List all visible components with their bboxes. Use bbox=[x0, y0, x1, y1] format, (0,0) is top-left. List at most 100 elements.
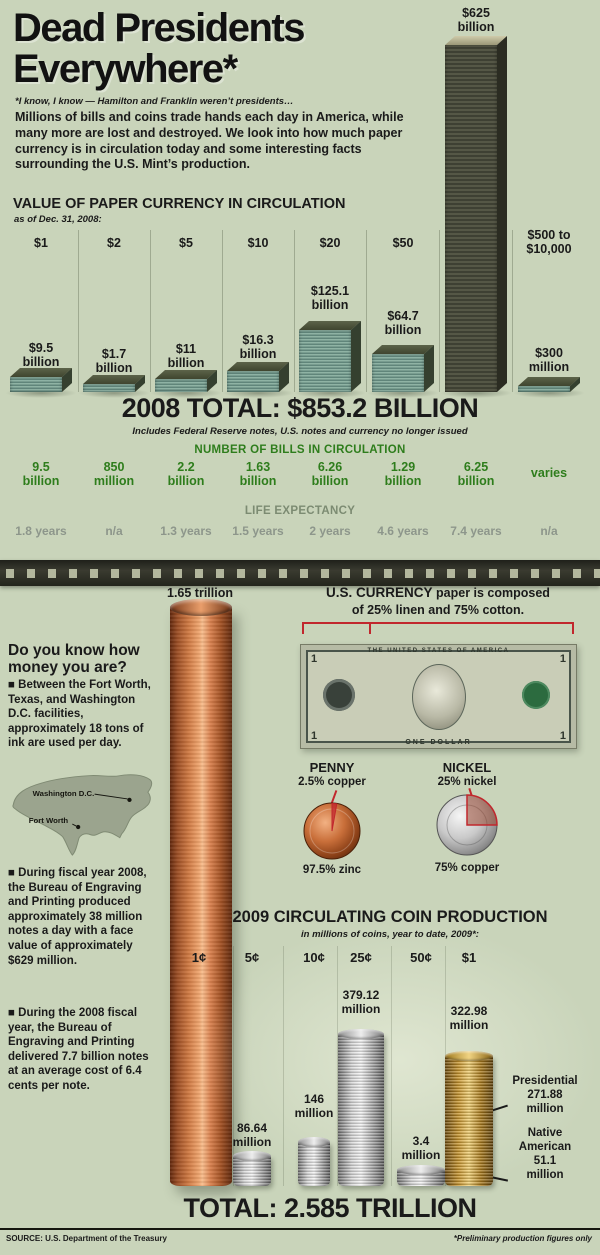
count: 3.4 bbox=[412, 1134, 430, 1148]
unit: billion bbox=[384, 474, 422, 489]
bracket-tick-right bbox=[572, 622, 574, 634]
amount: $1.7 bbox=[101, 347, 127, 361]
intro-paragraph: Millions of bills and coins trade hands … bbox=[15, 110, 404, 172]
bills-count-10: 1.63 billion bbox=[223, 460, 293, 489]
coin-value-25c: 379.12 million bbox=[325, 988, 397, 1016]
life-2: n/a bbox=[105, 524, 123, 538]
life-10: 1.5 years bbox=[232, 524, 284, 538]
unit: million bbox=[294, 1106, 334, 1121]
bills-in-circulation-header: NUMBER OF BILLS IN CIRCULATION bbox=[194, 444, 406, 456]
line: million bbox=[526, 1103, 564, 1116]
title-footnote: *I know, I know — Hamilton and Franklin … bbox=[15, 96, 294, 107]
unit: billion bbox=[95, 361, 133, 376]
penny-total-label: 1.65 trillion bbox=[167, 586, 233, 600]
bills-count-500: varies bbox=[514, 466, 584, 480]
column-divider bbox=[222, 230, 223, 392]
currency-strong: U.S. CURRENCY bbox=[326, 585, 433, 600]
film-strip-divider bbox=[0, 560, 600, 586]
fact-ink: ■ Between the Fort Worth, Texas, and Was… bbox=[8, 678, 161, 751]
currency-rest: paper is composed bbox=[432, 586, 550, 600]
column-divider bbox=[439, 230, 440, 392]
unit: billion bbox=[22, 474, 60, 489]
coin-denom-25c: 25¢ bbox=[350, 950, 372, 965]
coin-value-5c: 86.64 million bbox=[216, 1121, 288, 1149]
line: Presidential bbox=[512, 1075, 578, 1087]
unit: million bbox=[401, 1148, 441, 1163]
source-credit: SOURCE: U.S. Department of the Treasury bbox=[6, 1234, 167, 1243]
paper-section-subtitle: as of Dec. 31, 2008: bbox=[14, 214, 102, 225]
page-title: Dead Presidents Everywhere* bbox=[13, 6, 305, 90]
paper-denom-2: $2 bbox=[107, 236, 121, 250]
coin-column-divider bbox=[233, 946, 234, 1186]
bills-count-20: 6.26 billion bbox=[295, 460, 365, 489]
column-divider bbox=[78, 230, 79, 392]
unit: billion bbox=[311, 298, 349, 313]
paper-denom-10: $10 bbox=[247, 236, 269, 250]
count: 6.25 bbox=[463, 460, 489, 474]
nickel-main-label: 75% copper bbox=[434, 862, 500, 874]
facts-heading: Do you know how money you are? bbox=[8, 642, 140, 677]
count: 6.26 bbox=[317, 460, 343, 474]
map-label-fort-worth: Fort Worth bbox=[29, 816, 69, 825]
coin-column-divider bbox=[283, 946, 284, 1186]
currency-line2: of 25% linen and 75% cotton. bbox=[351, 602, 525, 617]
coin-section-title: 2009 CIRCULATING COIN PRODUCTION bbox=[232, 908, 548, 926]
count: 9.5 bbox=[32, 460, 50, 474]
bills-count-5: 2.2 billion bbox=[151, 460, 221, 489]
facts-heading-line1: Do you know how bbox=[8, 642, 140, 659]
bills-count-2: 850 million bbox=[79, 460, 149, 489]
life-50: 4.6 years bbox=[377, 524, 429, 538]
amount: $11 bbox=[175, 342, 197, 356]
us-map: Washington D.C. Fort Worth bbox=[12, 774, 153, 856]
money-stack-5 bbox=[150, 370, 222, 398]
line: million bbox=[526, 1169, 564, 1182]
map-label-washington-dc: Washington D.C. bbox=[33, 789, 95, 798]
federal-reserve-seal bbox=[323, 679, 355, 711]
bracket-tick-25pct bbox=[369, 622, 371, 634]
coin-stack-25c bbox=[338, 1029, 384, 1186]
count: 2.2 bbox=[177, 460, 195, 474]
coin-column-divider bbox=[337, 946, 338, 1186]
life-100: 7.4 years bbox=[450, 524, 502, 538]
count: 1.29 bbox=[390, 460, 416, 474]
count: 1.63 bbox=[245, 460, 271, 474]
paper-value-5: $11 billion bbox=[151, 342, 221, 371]
count: 322.98 bbox=[450, 1004, 488, 1018]
unit: billion bbox=[384, 323, 422, 338]
paper-value-20: $125.1 billion bbox=[295, 284, 365, 313]
us-map-shape bbox=[12, 774, 153, 856]
unit: billion bbox=[167, 356, 205, 371]
count: 850 bbox=[103, 460, 125, 474]
penny-copper-wedge bbox=[331, 802, 338, 832]
life-expectancy-header: LIFE EXPECTANCY bbox=[244, 505, 356, 517]
amount: $9.5 bbox=[28, 341, 54, 355]
bills-count-100: 6.25 billion bbox=[441, 460, 511, 489]
coin-stack-10c bbox=[298, 1137, 330, 1186]
text: at an average cost of bbox=[8, 1065, 126, 1078]
amount: $64.7 bbox=[387, 309, 419, 323]
coin-stack-1d bbox=[445, 1051, 493, 1186]
line: Native bbox=[527, 1127, 563, 1139]
penny-name: PENNY bbox=[309, 760, 355, 775]
coin-denom-1c: 1¢ bbox=[191, 950, 207, 965]
coin-value-50c: 3.4 million bbox=[385, 1134, 457, 1162]
page-title-line1: Dead Presidents bbox=[13, 6, 305, 50]
unit: billion bbox=[311, 474, 349, 489]
map-pointer-fortworth bbox=[72, 823, 77, 827]
paper-denom-500-line2: $10,000 bbox=[526, 242, 572, 257]
film-strip-holes bbox=[0, 569, 600, 578]
unit: million bbox=[528, 360, 570, 375]
map-pointer-dc bbox=[94, 793, 128, 800]
paper-value-10: $16.3 billion bbox=[223, 333, 293, 362]
treasury-seal bbox=[522, 681, 550, 709]
unit: billion bbox=[457, 474, 495, 489]
fact-notes-per-day: ■ During fiscal year 2008, the Bureau of… bbox=[8, 866, 161, 968]
coin-denom-50c: 50¢ bbox=[410, 950, 432, 965]
penny-stack-top bbox=[170, 599, 232, 616]
paper-total: 2008 TOTAL: $853.2 BILLION bbox=[121, 393, 479, 423]
coin-stack-5c bbox=[233, 1151, 271, 1186]
unit: million bbox=[93, 474, 135, 489]
paper-value-2: $1.7 billion bbox=[79, 347, 149, 376]
count: 86.64 bbox=[236, 1121, 268, 1135]
